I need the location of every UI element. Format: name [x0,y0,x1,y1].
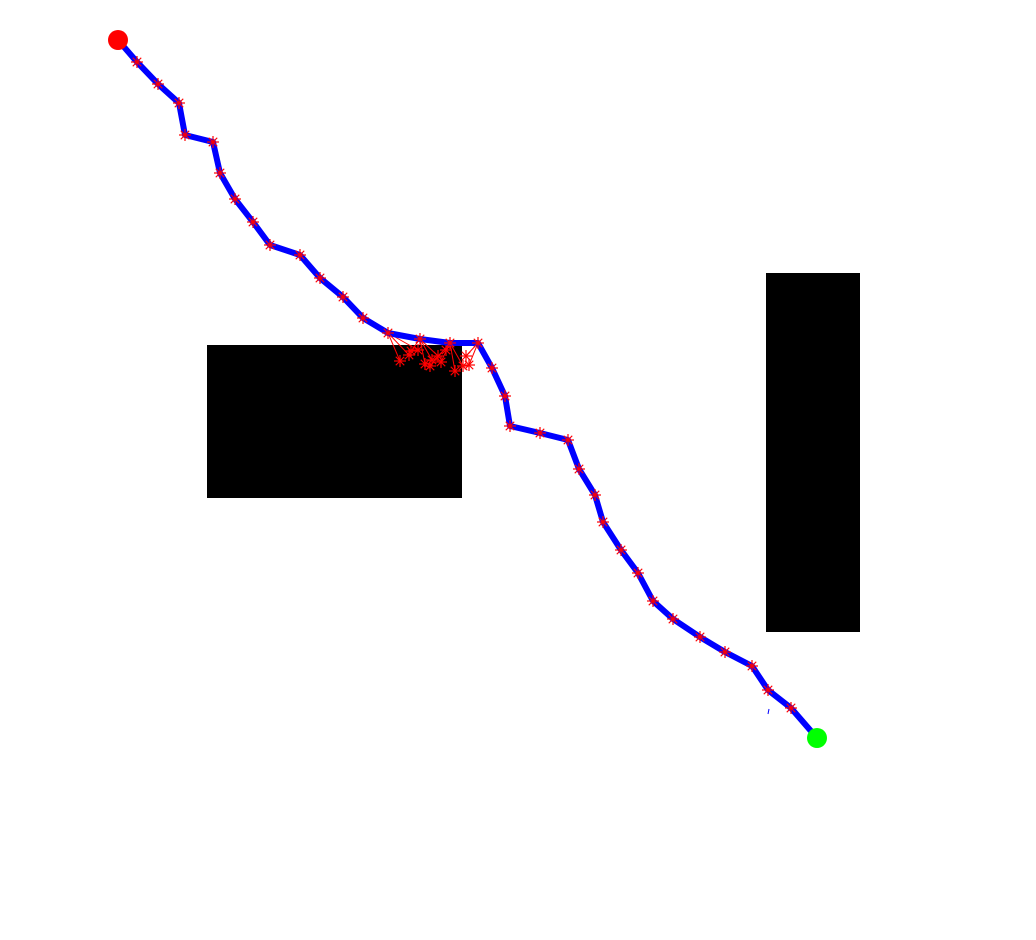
waypoint-marker [486,362,498,374]
tree-node-marker [435,356,447,368]
tree-edge [449,342,456,372]
tree-node-marker [424,360,436,372]
waypoint-marker [615,544,627,556]
tree-node-marker [394,355,406,367]
waypoint-marker [597,516,609,528]
waypoint-marker [382,327,394,339]
waypoint-marker [131,56,143,68]
waypoint-marker [589,489,601,501]
obstacle-2 [766,273,860,632]
waypoint-marker [294,249,306,261]
waypoint-marker [504,420,516,432]
tree-node-marker [460,350,472,362]
waypoint-marker [562,434,574,446]
tree-edge [419,338,433,361]
tree-edge [449,342,464,367]
waypoint-marker [534,427,546,439]
waypoint-marker [762,684,774,696]
waypoint-marker [337,291,349,303]
tree-edge [468,342,479,366]
waypoint-marker [444,337,456,349]
waypoint-marker [667,613,679,625]
waypoint-marker [785,702,797,714]
waypoint-marker [573,463,585,475]
waypoint-marker [152,78,164,90]
waypoint-marker [647,595,659,607]
obstacles [207,273,860,632]
planned-path [115,37,820,741]
obstacle-1 [207,345,462,498]
waypoint-marker [694,631,706,643]
waypoint-marker [499,390,511,402]
path-line [115,37,820,741]
waypoint-marker [314,272,326,284]
waypoint-marker [472,337,484,349]
tree-node-marker [449,365,461,377]
tree-node-marker [419,358,431,370]
tree-edge [419,338,426,365]
waypoint-marker [229,193,241,205]
waypoint-marker [357,312,369,324]
tree-node-marker [463,359,475,371]
waypoint-markers [131,56,797,714]
tree-edge [767,708,770,715]
waypoint-marker [207,136,219,148]
tree-node-marker [440,344,452,356]
tree-node-marker [457,360,469,372]
waypoint-marker [746,660,758,672]
goal-node [807,728,827,748]
tree-node-marker [412,344,424,356]
waypoint-marker [414,333,426,345]
endpoints [108,30,827,748]
waypoint-marker [179,129,191,141]
waypoint-marker [264,239,276,251]
tree-edge [440,342,451,363]
start-node [108,30,128,50]
waypoint-marker [173,97,185,109]
tree-edge [387,332,401,362]
waypoint-marker [632,567,644,579]
waypoint-marker [719,646,731,658]
waypoint-marker [247,216,259,228]
waypoint-marker [214,167,226,179]
